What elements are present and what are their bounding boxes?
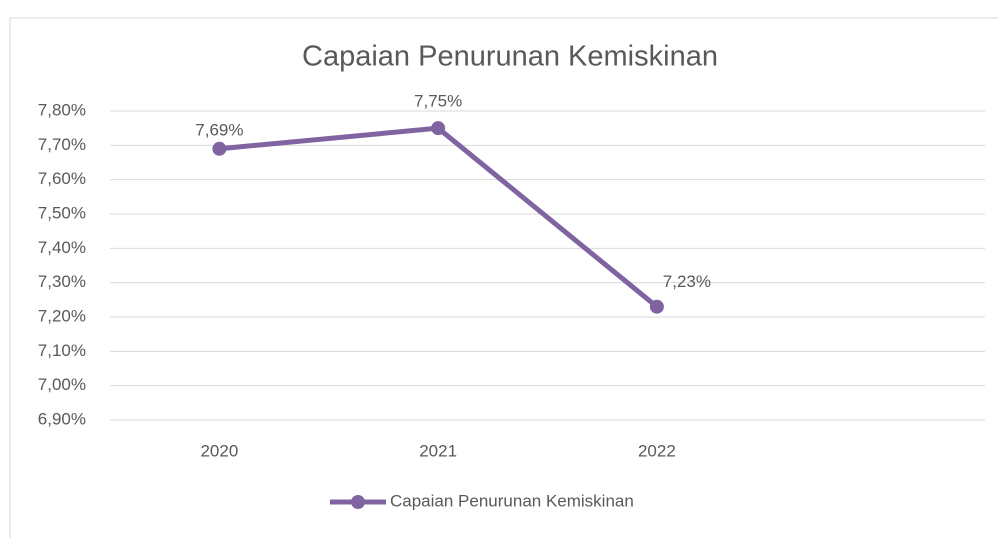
y-tick-label: 7,40% [38,238,86,257]
chart-frame [9,17,998,538]
x-tick-label: 2020 [200,441,238,460]
data-point [431,121,446,136]
y-tick-label: 7,20% [38,306,86,325]
x-tick-label: 2021 [419,441,457,460]
y-tick-label: 7,70% [38,135,86,154]
y-tick-label: 7,80% [38,100,86,119]
y-tick-label: 7,00% [38,375,86,394]
x-tick-label: 2022 [638,441,676,460]
y-tick-label: 7,10% [38,341,86,360]
y-tick-label: 7,60% [38,169,86,188]
y-tick-label: 7,30% [38,272,86,291]
data-label: 7,75% [414,92,462,111]
y-tick-label: 6,90% [38,409,86,428]
chart-title: Capaian Penurunan Kemiskinan [302,41,718,73]
y-tick-label: 7,50% [38,203,86,222]
legend-label: Capaian Penurunan Kemiskinan [390,491,634,510]
data-label: 7,23% [663,272,711,291]
data-point [649,299,664,314]
data-point [212,141,227,156]
legend-marker [351,495,365,509]
data-label: 7,69% [195,120,243,139]
